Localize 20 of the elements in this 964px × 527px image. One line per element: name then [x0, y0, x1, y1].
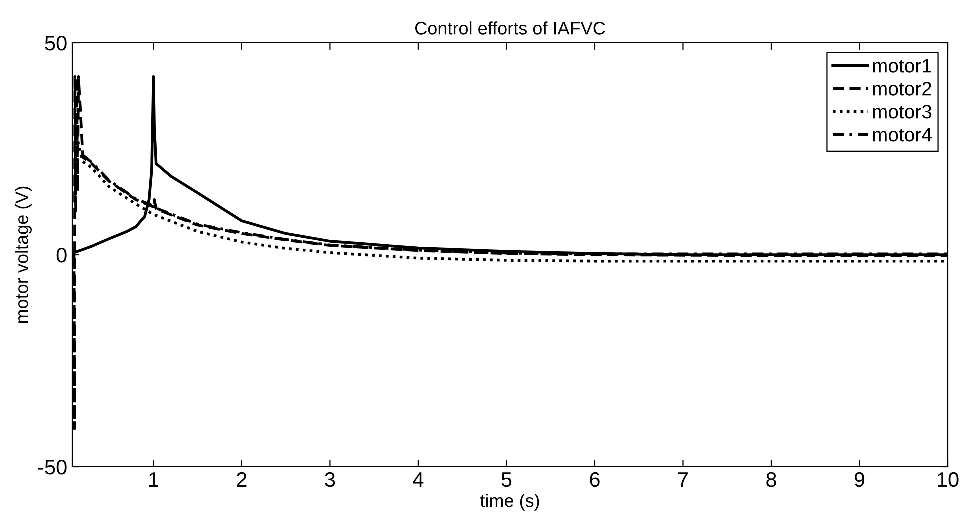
- x-tick-label: 6: [590, 472, 600, 488]
- x-tick-label: 10: [938, 472, 959, 488]
- chart-title: Control efforts of IAFVC: [416, 22, 606, 35]
- x-tick-label: 4: [413, 472, 424, 487]
- y-tick-label: 50: [45, 36, 67, 51]
- legend-label: motor1: [873, 59, 932, 73]
- x-tick-label: 9: [854, 472, 865, 488]
- x-tick-label: 8: [766, 472, 776, 488]
- x-tick-label: 2: [237, 472, 247, 487]
- x-tick-label: 3: [325, 472, 336, 488]
- y-tick-label: -50: [38, 460, 67, 475]
- legend-label: motor3: [873, 105, 932, 119]
- x-axis-title: time (s): [480, 494, 540, 511]
- x-tick-label: 7: [678, 472, 688, 487]
- x-tick-label: 5: [502, 472, 512, 488]
- legend-label: motor4: [873, 128, 932, 142]
- y-axis-title: motor voltage (V): [15, 186, 32, 324]
- x-tick-label: 1: [149, 472, 158, 487]
- legend-label: motor2: [873, 82, 932, 96]
- y-tick-label: 0: [56, 248, 67, 263]
